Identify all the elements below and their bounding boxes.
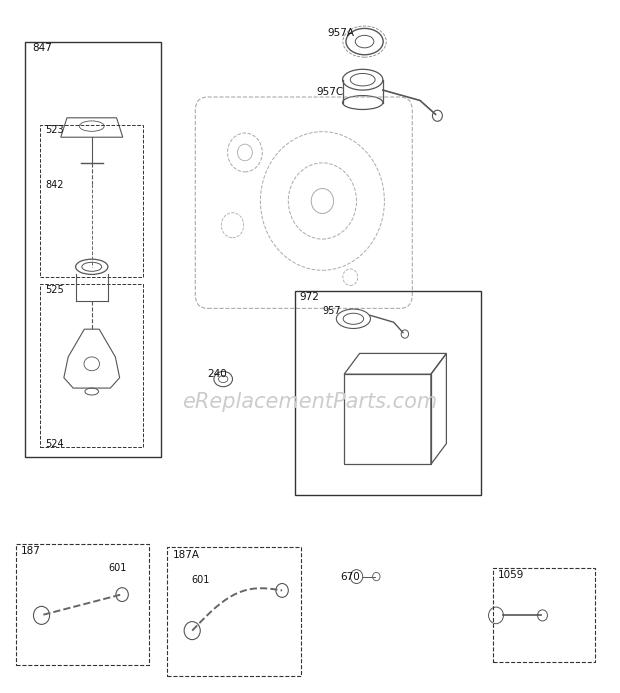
Bar bbox=[16, 544, 149, 665]
Text: 957A: 957A bbox=[327, 28, 355, 37]
Text: 1059: 1059 bbox=[498, 570, 525, 580]
Text: 957: 957 bbox=[322, 306, 341, 316]
Text: 957C: 957C bbox=[316, 87, 343, 96]
Text: 524: 524 bbox=[45, 439, 64, 448]
Bar bbox=[493, 568, 595, 662]
Text: eReplacementParts.com: eReplacementParts.com bbox=[182, 392, 438, 412]
Bar bbox=[40, 125, 143, 277]
Text: 842: 842 bbox=[45, 180, 64, 190]
Text: 240: 240 bbox=[208, 369, 228, 378]
Text: 187A: 187A bbox=[172, 550, 200, 560]
Text: 187: 187 bbox=[20, 546, 40, 556]
Text: 972: 972 bbox=[299, 292, 319, 302]
Bar bbox=[25, 42, 161, 457]
Text: 601: 601 bbox=[108, 563, 127, 572]
Text: 670: 670 bbox=[340, 572, 360, 581]
Text: 525: 525 bbox=[45, 285, 64, 295]
Text: 523: 523 bbox=[45, 125, 64, 134]
Bar bbox=[167, 547, 301, 676]
Bar bbox=[294, 291, 480, 495]
Bar bbox=[40, 284, 143, 447]
Text: 847: 847 bbox=[32, 43, 52, 53]
Text: 601: 601 bbox=[191, 575, 210, 585]
